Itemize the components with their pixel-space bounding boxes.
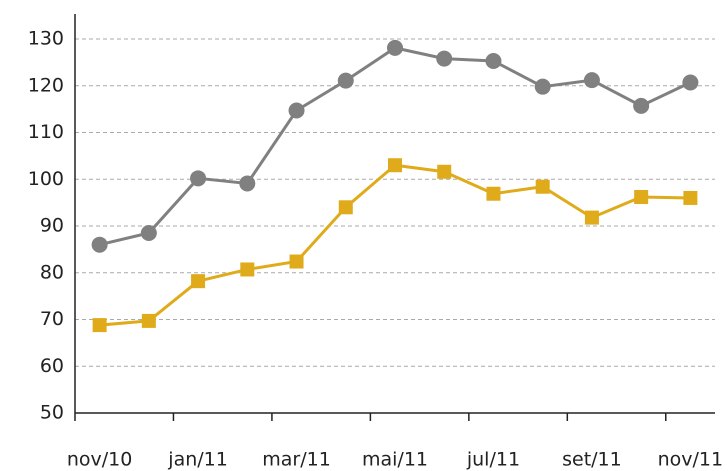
marker [388, 158, 402, 173]
x-tick-label: mai/11 [362, 449, 428, 471]
series-line [99, 46, 692, 247]
marker [584, 210, 599, 225]
x-tick-label: nov/10 [67, 449, 133, 471]
x-tick-label: nov/11 [658, 449, 724, 471]
y-tick-label: 100 [28, 168, 64, 190]
marker [190, 170, 207, 187]
marker [289, 254, 304, 269]
marker [437, 164, 452, 179]
y-tick-label: 130 [28, 28, 64, 50]
x-tick-label: set/11 [562, 449, 622, 471]
marker [288, 102, 305, 119]
marker [91, 236, 108, 253]
marker [337, 72, 354, 89]
marker [682, 74, 699, 91]
y-tick-label: 60 [40, 355, 64, 377]
marker [436, 50, 453, 67]
marker [239, 175, 256, 192]
marker [140, 225, 157, 242]
marker [683, 190, 698, 205]
x-tick-label: jul/11 [466, 449, 520, 471]
marker [141, 313, 156, 328]
marker [191, 274, 206, 289]
marker [535, 179, 550, 194]
marker [583, 72, 600, 89]
marker [633, 97, 650, 114]
x-tick-label: jan/11 [167, 449, 228, 471]
y-tick-label: 110 [28, 121, 64, 143]
y-tick-label: 80 [40, 261, 64, 283]
marker [486, 186, 501, 201]
marker [485, 52, 502, 69]
y-tick-label: 120 [28, 74, 64, 96]
y-tick-label: 90 [40, 215, 64, 237]
marker [240, 262, 255, 277]
marker [634, 190, 649, 205]
marker [387, 39, 403, 56]
marker [338, 200, 353, 215]
y-tick-label: 70 [40, 308, 64, 330]
marker [534, 78, 551, 95]
marker [92, 318, 107, 333]
y-tick-label: 50 [40, 402, 64, 424]
x-tick-label: mar/11 [262, 449, 331, 471]
